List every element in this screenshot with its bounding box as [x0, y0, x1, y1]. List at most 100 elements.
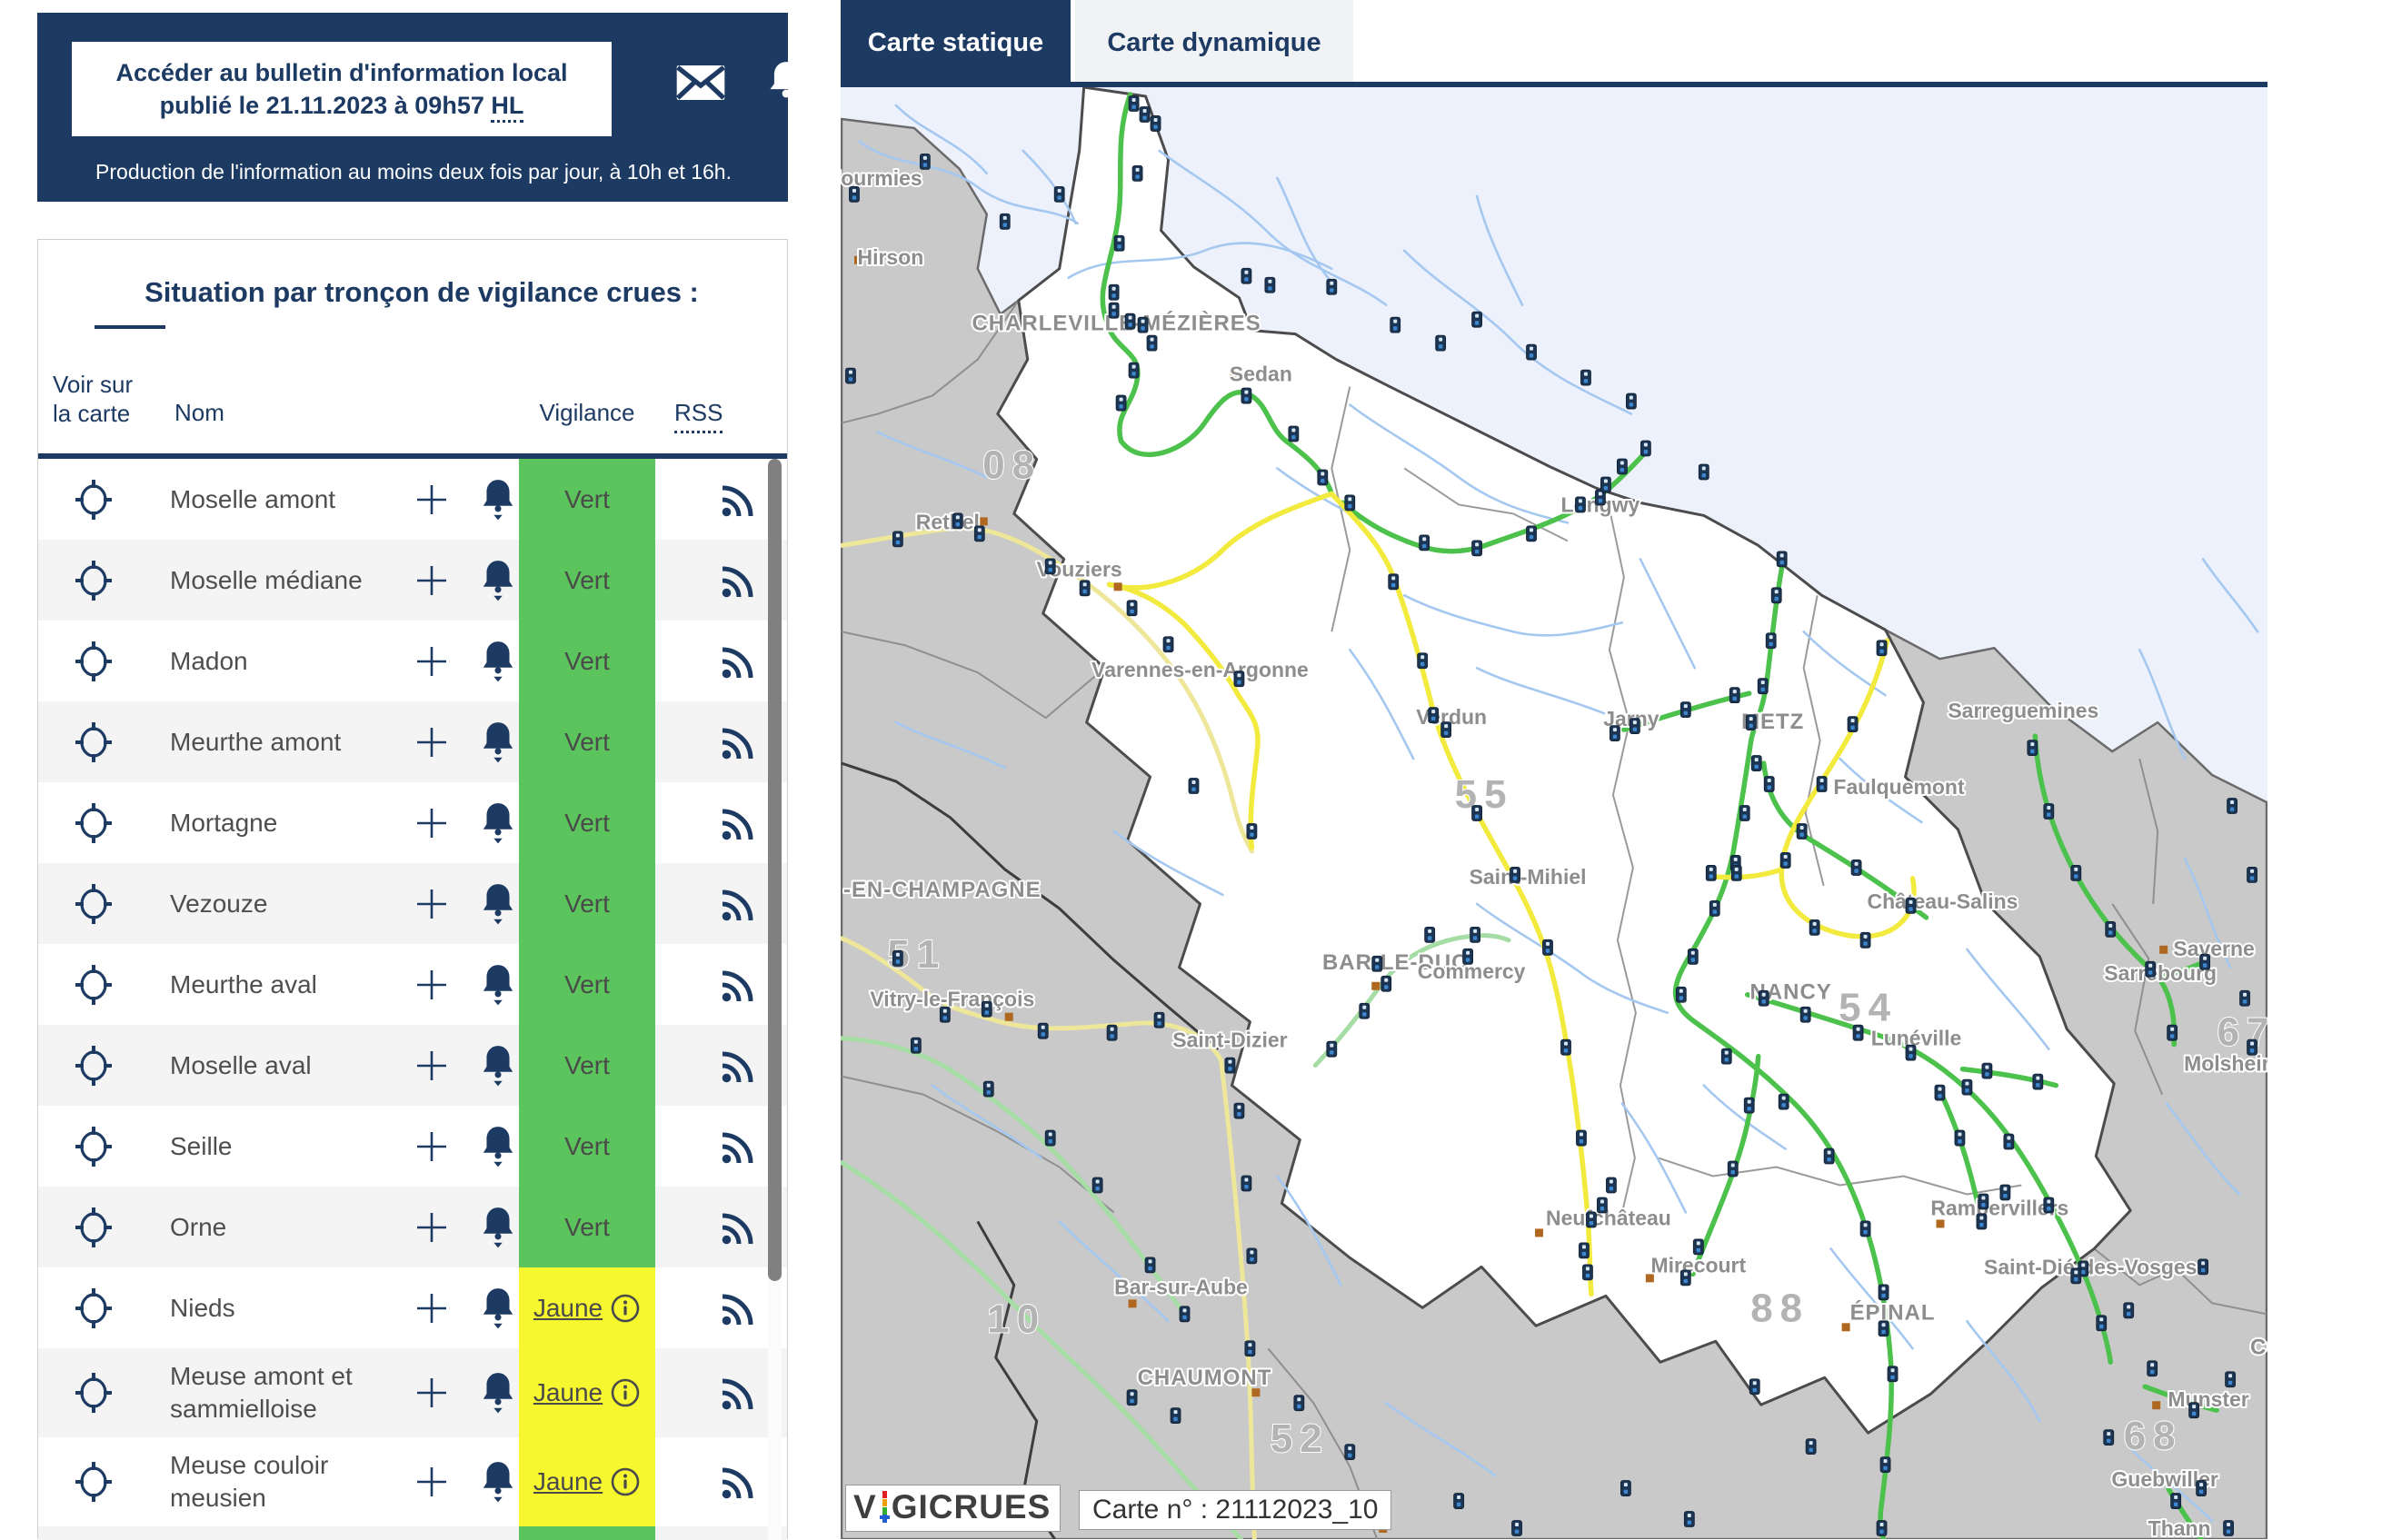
- subscribe-bell-icon[interactable]: [479, 559, 517, 602]
- expand-plus-icon[interactable]: [414, 725, 449, 760]
- station-marker-icon: [2188, 1402, 2200, 1419]
- expand-plus-icon[interactable]: [414, 1129, 449, 1164]
- subscribe-bell-icon[interactable]: [479, 640, 517, 683]
- col-header-rss-link[interactable]: RSS: [674, 399, 723, 433]
- station-marker-icon: [1419, 534, 1430, 551]
- troncon-name[interactable]: Orne: [170, 1212, 227, 1241]
- expand-plus-icon[interactable]: [414, 482, 449, 517]
- troncon-name[interactable]: Moselle aval: [170, 1050, 312, 1079]
- show-on-map-icon[interactable]: [73, 801, 115, 845]
- subscribe-bell-icon[interactable]: [479, 1287, 517, 1330]
- rss-icon[interactable]: [720, 966, 758, 1004]
- subscribe-bell-icon[interactable]: [479, 720, 517, 764]
- station-marker-icon: [1264, 276, 1276, 293]
- rss-icon[interactable]: [720, 1208, 758, 1247]
- show-on-map-icon[interactable]: [73, 720, 115, 764]
- station-marker-icon: [1131, 164, 1143, 182]
- troncon-name[interactable]: Vezouze: [170, 889, 268, 918]
- info-icon[interactable]: [610, 1377, 641, 1408]
- troncon-name[interactable]: Meuse couloir meusien: [170, 1451, 329, 1512]
- troncon-name[interactable]: Moselle amont: [170, 484, 336, 513]
- tab-carte-dynamique[interactable]: Carte dynamique: [1075, 0, 1353, 86]
- station-marker-icon: [1749, 1378, 1760, 1396]
- tab-carte-statique[interactable]: Carte statique: [841, 0, 1071, 86]
- expand-plus-icon[interactable]: [414, 968, 449, 1002]
- info-icon[interactable]: [610, 1466, 641, 1497]
- show-on-map-icon[interactable]: [73, 1371, 115, 1415]
- bell-icon[interactable]: [759, 60, 813, 105]
- troncon-name[interactable]: Meuse amont et sammielloise: [170, 1362, 353, 1423]
- subscribe-bell-icon[interactable]: [479, 1125, 517, 1168]
- show-on-map-icon[interactable]: [73, 640, 115, 683]
- city-label: CHARLEVILLE-MÉZIÈRES: [972, 311, 1261, 336]
- station-marker-icon: [2070, 865, 2082, 881]
- show-on-map-icon[interactable]: [73, 1125, 115, 1168]
- show-on-map-icon[interactable]: [73, 1460, 115, 1504]
- expand-plus-icon[interactable]: [414, 1376, 449, 1410]
- rss-icon[interactable]: [720, 481, 758, 519]
- troncon-name[interactable]: Meurthe aval: [170, 969, 317, 999]
- rss-icon[interactable]: [720, 561, 758, 600]
- vigilance-level: Vert: [564, 646, 610, 675]
- station-marker-icon: [1729, 687, 1740, 704]
- scrollbar-thumb[interactable]: [768, 459, 782, 1281]
- hl-abbreviation[interactable]: HL: [491, 92, 524, 123]
- info-icon[interactable]: [610, 1293, 641, 1324]
- department-number: 10: [987, 1297, 1046, 1341]
- rss-icon[interactable]: [720, 1463, 758, 1501]
- subscribe-bell-icon[interactable]: [479, 1371, 517, 1415]
- show-on-map-icon[interactable]: [73, 1044, 115, 1088]
- show-on-map-icon[interactable]: [73, 559, 115, 602]
- troncon-name[interactable]: Mortagne: [170, 808, 278, 837]
- subscribe-bell-icon[interactable]: [479, 1206, 517, 1249]
- station-marker-icon: [1770, 587, 1782, 604]
- city-label: Lunéville: [1871, 1027, 1962, 1050]
- troncon-name[interactable]: Meurthe amont: [170, 727, 342, 756]
- subscribe-bell-icon[interactable]: [479, 882, 517, 926]
- station-marker-icon: [1390, 316, 1401, 333]
- expand-plus-icon[interactable]: [414, 1048, 449, 1083]
- station-marker-icon: [1126, 600, 1138, 617]
- city-label: Hirson: [858, 245, 924, 269]
- rss-icon[interactable]: [720, 642, 758, 681]
- rss-icon[interactable]: [720, 1047, 758, 1085]
- scrollbar-track[interactable]: [768, 459, 782, 1540]
- show-on-map-icon[interactable]: [73, 882, 115, 926]
- troncon-name[interactable]: Madon: [170, 646, 248, 675]
- show-on-map-icon[interactable]: [73, 1287, 115, 1330]
- station-marker-icon: [2027, 740, 2038, 756]
- station-marker-icon: [1317, 469, 1329, 486]
- rss-icon[interactable]: [720, 885, 758, 923]
- mail-icon[interactable]: [673, 60, 728, 105]
- vigilance-level-link[interactable]: Jaune: [533, 1293, 603, 1322]
- troncon-name[interactable]: Moselle médiane: [170, 565, 363, 594]
- expand-plus-icon[interactable]: [414, 1210, 449, 1245]
- expand-plus-icon[interactable]: [414, 1291, 449, 1326]
- expand-plus-icon[interactable]: [414, 563, 449, 598]
- subscribe-bell-icon[interactable]: [479, 801, 517, 845]
- expand-plus-icon[interactable]: [414, 887, 449, 921]
- expand-plus-icon[interactable]: [414, 644, 449, 679]
- show-on-map-icon[interactable]: [73, 963, 115, 1007]
- subscribe-bell-icon[interactable]: [479, 1044, 517, 1088]
- rss-icon[interactable]: [720, 1374, 758, 1412]
- show-on-map-icon[interactable]: [73, 478, 115, 522]
- expand-plus-icon[interactable]: [414, 806, 449, 840]
- subscribe-bell-icon[interactable]: [479, 478, 517, 522]
- rss-icon[interactable]: [720, 804, 758, 842]
- expand-plus-icon[interactable]: [414, 1465, 449, 1499]
- station-marker-icon: [1600, 476, 1611, 493]
- rss-icon[interactable]: [720, 723, 758, 761]
- station-marker-icon: [1079, 580, 1091, 597]
- show-on-map-icon[interactable]: [73, 1206, 115, 1249]
- station-marker-icon: [1876, 1520, 1888, 1536]
- vigilance-level-link[interactable]: Jaune: [533, 1378, 603, 1406]
- rss-icon[interactable]: [720, 1289, 758, 1327]
- troncon-name[interactable]: Nieds: [170, 1293, 235, 1322]
- bulletin-link[interactable]: Accéder au bulletin d'information local …: [72, 42, 612, 136]
- troncon-name[interactable]: Seille: [170, 1131, 233, 1160]
- vigilance-level-link[interactable]: Jaune: [533, 1467, 603, 1495]
- subscribe-bell-icon[interactable]: [479, 1460, 517, 1504]
- rss-icon[interactable]: [720, 1128, 758, 1166]
- subscribe-bell-icon[interactable]: [479, 963, 517, 1007]
